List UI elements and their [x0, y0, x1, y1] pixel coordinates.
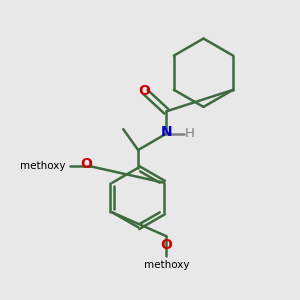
Text: H: H [185, 127, 195, 140]
Text: methoxy: methoxy [144, 260, 189, 270]
Text: O: O [138, 84, 150, 98]
Text: O: O [160, 238, 172, 252]
Text: O: O [80, 157, 92, 171]
Text: N: N [160, 125, 172, 139]
Text: methoxy: methoxy [20, 161, 65, 171]
